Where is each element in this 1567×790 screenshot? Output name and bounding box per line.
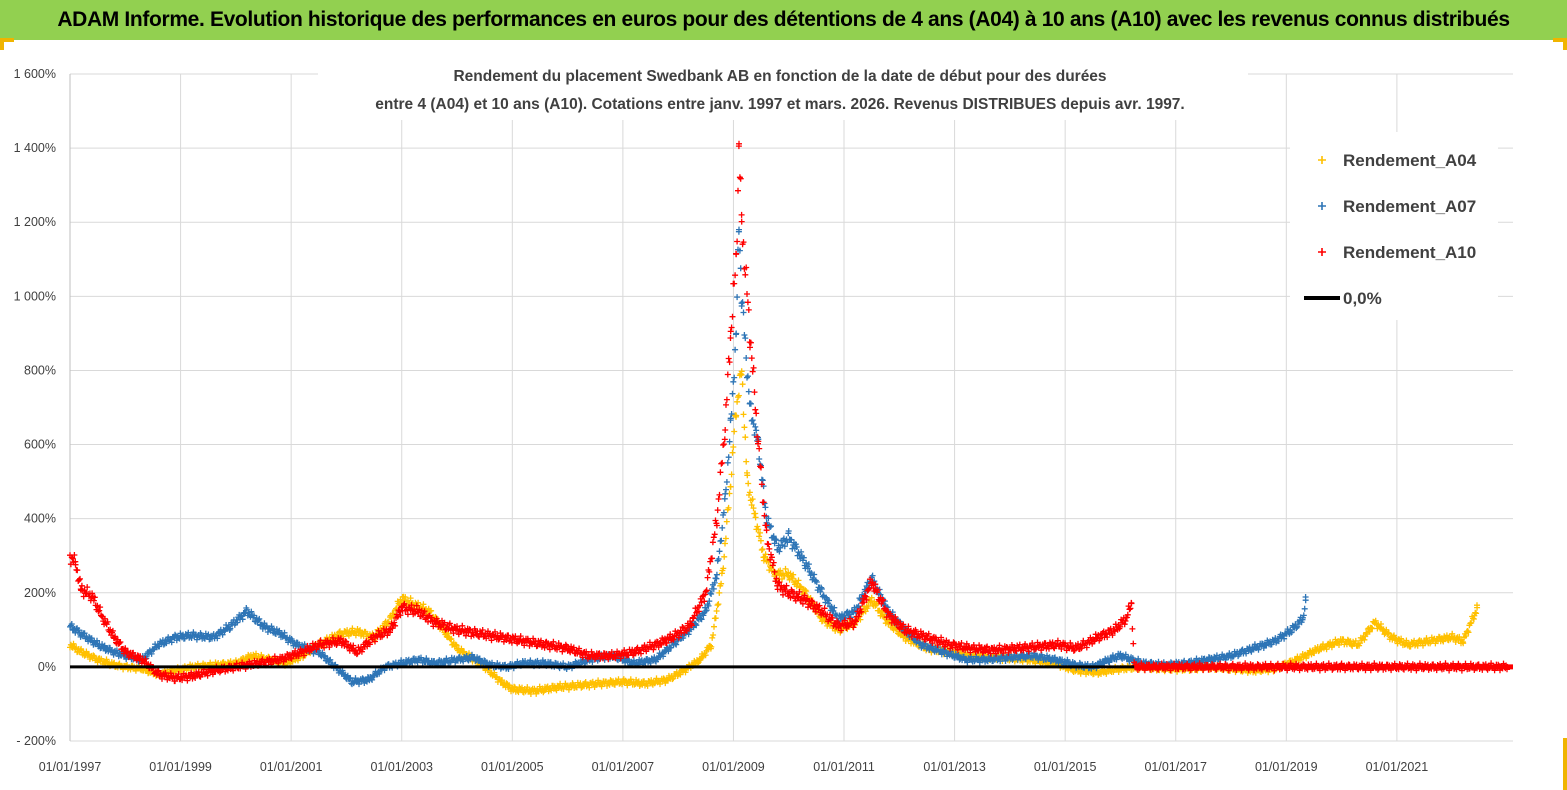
y-tick-label: 1 200% (14, 215, 56, 229)
x-tick-label: 01/01/2007 (592, 760, 655, 774)
x-tick-label: 01/01/2003 (370, 760, 433, 774)
legend: Rendement_A04 Rendement_A07 Rendement_A10 0… (1290, 132, 1498, 320)
y-tick-label: 1 000% (14, 289, 56, 303)
series-rendement-a04 (67, 368, 1481, 697)
legend-swatch-marker (1318, 248, 1326, 256)
chart-title-line: Rendement du placement Swedbank AB en fo… (453, 68, 1106, 85)
x-tick-label: 01/01/2011 (813, 760, 875, 774)
x-tick-label: 01/01/2005 (481, 760, 544, 774)
x-tick-label: 01/01/1999 (149, 760, 212, 774)
banner-title: ADAM Informe. Evolution historique des p… (57, 8, 1510, 31)
y-tick-label: 0% (38, 660, 56, 674)
y-tick-label: - 200% (16, 734, 56, 748)
legend-label: Rendement_A07 (1343, 197, 1476, 216)
y-tick-label: 600% (24, 438, 56, 452)
corner-mark-top-right-v (1563, 38, 1567, 50)
corner-mark-bottom-right (1563, 738, 1567, 790)
x-tick-label: 01/01/2017 (1144, 760, 1207, 774)
legend-label: 0,0% (1343, 289, 1382, 308)
corner-mark-top-left-v (0, 38, 4, 50)
y-tick-label: 1 400% (14, 141, 56, 155)
legend-swatch-marker (1318, 156, 1326, 164)
x-tick-label: 01/01/2019 (1255, 760, 1318, 774)
series-layer (67, 140, 1513, 697)
y-tick-label: 1 600% (14, 67, 56, 81)
x-tick-label: 01/01/2015 (1034, 760, 1097, 774)
chart-title-box (318, 60, 1248, 120)
x-tick-label: 01/01/2001 (260, 760, 323, 774)
legend-label: Rendement_A04 (1343, 151, 1477, 170)
corner-mark-top-left (0, 38, 14, 42)
report-banner: ADAM Informe. Evolution historique des p… (0, 0, 1567, 40)
corner-mark-top-right (1553, 38, 1567, 42)
x-tick-label: 01/01/2009 (702, 760, 765, 774)
legend-swatch-marker (1318, 202, 1326, 210)
y-tick-label: 400% (24, 512, 56, 526)
x-tick-label: 01/01/1997 (39, 760, 102, 774)
y-tick-label: 200% (24, 586, 56, 600)
legend-box (1290, 132, 1498, 320)
axis-layer: - 200% 0% 200% 400% 600% 800% 1 000% 1 200% 1 40… (14, 67, 1429, 774)
x-tick-label: 01/01/2013 (923, 760, 986, 774)
legend-label: Rendement_A10 (1343, 243, 1476, 262)
y-tick-label: 800% (24, 363, 56, 377)
chart-title-line: entre 4 (A04) et 10 ans (A10). Cotations… (375, 96, 1185, 113)
chart-title: Rendement du placement Swedbank AB en fo… (318, 60, 1248, 120)
x-tick-label: 01/01/2021 (1366, 760, 1429, 774)
returns-chart: - 200% 0% 200% 400% 600% 800% 1 000% 1 200% 1 40… (14, 60, 1513, 774)
series-markers (67, 368, 1481, 697)
